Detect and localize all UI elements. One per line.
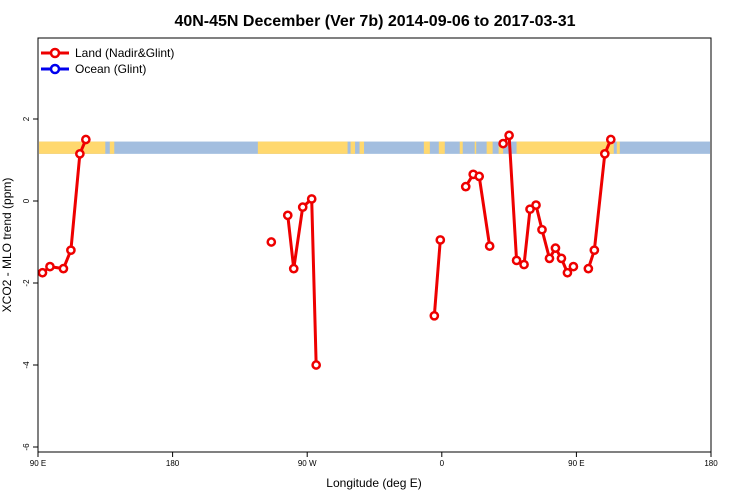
data-point [266,237,277,247]
data-point [531,200,541,210]
land-band-8 [474,141,477,154]
x-axis: 90 E 180 90 W 0 90 E 180 [30,452,718,468]
x-tick-label: 90 E [30,459,46,468]
data-point [550,243,561,253]
data-point [45,261,55,272]
data-point [311,360,322,370]
legend-ocean-marker [49,63,61,75]
data-point [58,263,69,274]
legend-entry-ocean: Ocean (Glint) [41,62,146,76]
land-band-6 [438,141,445,154]
data-point [556,253,567,264]
data-point [504,130,514,141]
data-point [429,310,440,321]
data-point [75,149,85,159]
data-point [511,255,522,266]
series-line [432,239,442,316]
data-point [288,263,299,274]
x-tick-label: 90 W [298,459,317,468]
land-band-1 [109,141,115,154]
y-tick-label: -4 [22,361,31,369]
y-tick-label: 0 [22,198,31,203]
data-point [544,253,555,264]
x-axis-label: Longitude (deg E) [326,476,421,490]
land-band-3 [350,141,356,154]
x-tick-label: 0 [440,459,445,468]
y-tick-label: -2 [22,279,31,287]
land-band-7 [459,141,463,154]
data-point [282,210,293,221]
land-band-9 [486,141,493,154]
legend-land-label: Land (Nadir&Glint) [75,46,174,60]
data-point [605,134,616,145]
land-band-4 [359,141,365,154]
series-line [41,138,88,274]
plot-frame [37,37,712,453]
legend: Land (Nadir&Glint) Ocean (Glint) [41,46,174,76]
x-tick-label: 180 [704,459,718,468]
data-point [460,181,471,192]
data-point [589,245,600,256]
land-band-11 [516,141,614,154]
data-point [537,224,547,235]
data-point [81,134,91,145]
y-axis-label: XCO2 - MLO trend (ppm) [0,178,14,313]
land-band-12 [616,141,620,154]
data-point [66,245,76,256]
data-point [484,241,495,251]
land-band-5 [423,141,430,154]
data-point [599,149,610,159]
data-point [37,267,48,278]
x-tick-label: 90 E [568,459,584,468]
data-point [297,202,308,212]
legend-ocean-label: Ocean (Glint) [75,62,146,76]
series-line [586,138,613,270]
land-band-2 [257,141,348,154]
data-point [519,259,529,270]
land-ocean-strip [39,141,710,154]
data-point [474,171,485,182]
data-point [562,267,573,278]
chart-title: 40N-45N December (Ver 7b) 2014-09-06 to … [174,13,575,30]
y-tick-label: 2 [22,116,31,121]
series-line [286,197,318,366]
data-point [498,138,508,149]
data-point [306,194,317,204]
series-layer [37,130,616,370]
data-point [568,261,579,272]
y-axis: -6 -4 -2 0 2 [22,116,38,451]
data-point [435,235,446,245]
x-tick-label: 180 [166,459,180,468]
data-point [583,263,594,274]
land-band-0 [39,141,106,154]
legend-land-marker [49,47,61,59]
y-tick-label: -6 [22,443,31,451]
legend-entry-land: Land (Nadir&Glint) [41,46,174,60]
